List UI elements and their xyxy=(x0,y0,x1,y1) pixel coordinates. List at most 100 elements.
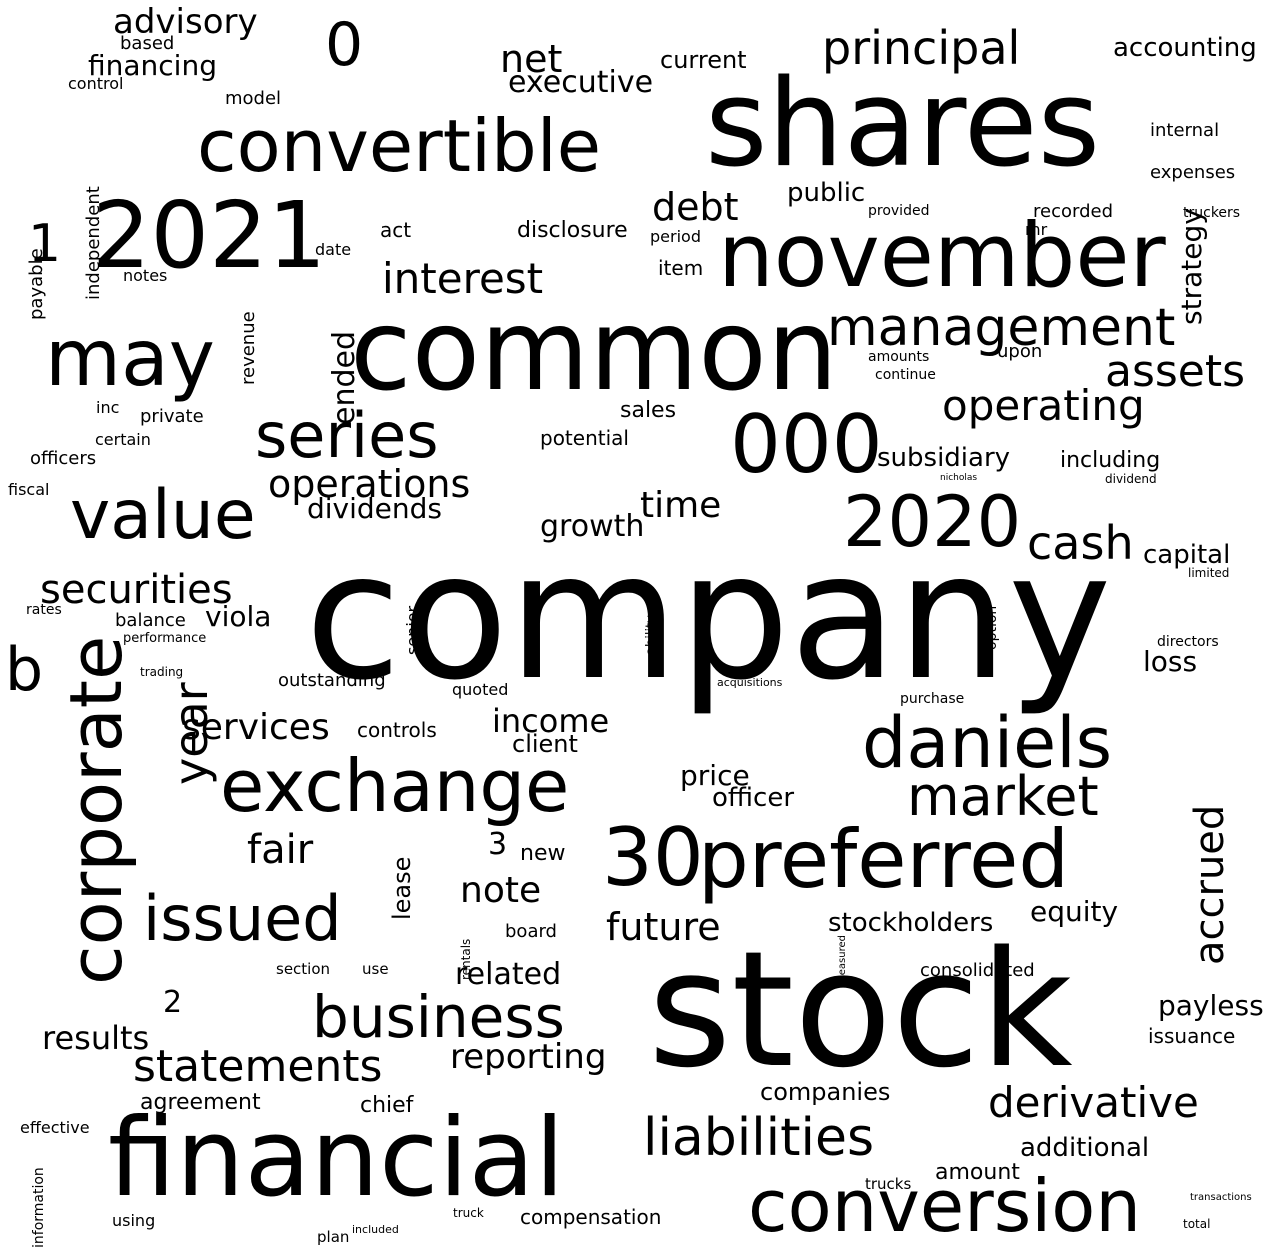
cloud-word: convertible xyxy=(197,104,602,188)
cloud-word: section xyxy=(276,960,331,978)
cloud-word: note xyxy=(460,870,542,911)
cloud-word: ended xyxy=(327,330,362,425)
cloud-word: may xyxy=(45,314,215,404)
cloud-word: nicholas xyxy=(940,473,978,483)
cloud-word: new xyxy=(520,841,566,866)
cloud-word: potential xyxy=(540,426,629,450)
cloud-word: management xyxy=(827,298,1176,358)
cloud-word: quoted xyxy=(452,680,509,699)
cloud-word: transactions xyxy=(1190,1192,1252,1203)
cloud-word: stock xyxy=(648,916,1073,1103)
cloud-word: interest xyxy=(382,254,544,303)
cloud-word: operations xyxy=(268,462,471,506)
cloud-word: equity xyxy=(1030,895,1119,928)
cloud-word: notes xyxy=(123,266,168,285)
cloud-word: balance xyxy=(115,610,186,631)
cloud-word: limited xyxy=(1188,566,1230,580)
cloud-word: securities xyxy=(40,567,233,613)
cloud-word: use xyxy=(362,960,389,978)
cloud-word: market xyxy=(907,765,1099,828)
cloud-word: acquisitions xyxy=(717,676,783,689)
cloud-word: 0 xyxy=(325,10,364,80)
cloud-word: related xyxy=(455,957,562,992)
cloud-word: common xyxy=(350,286,838,416)
cloud-word: disclosure xyxy=(517,218,628,243)
cloud-word: expenses xyxy=(1150,162,1236,183)
cloud-word: financing xyxy=(88,49,217,82)
cloud-word: conversion xyxy=(748,1164,1141,1248)
cloud-word: principal xyxy=(822,21,1021,75)
cloud-word: 30 xyxy=(602,811,704,904)
cloud-word: additional xyxy=(1020,1133,1150,1163)
cloud-word: executive xyxy=(508,65,654,100)
cloud-word: daniels xyxy=(862,702,1113,784)
cloud-word: ability xyxy=(644,615,659,655)
cloud-word: 2021 xyxy=(92,182,327,289)
cloud-word: item xyxy=(658,256,704,280)
cloud-word: series xyxy=(255,399,439,472)
cloud-word: time xyxy=(640,485,722,526)
cloud-word: trucks xyxy=(865,1175,912,1193)
cloud-word: amounts xyxy=(868,349,930,365)
cloud-word: 3 xyxy=(488,827,508,862)
cloud-word: mr xyxy=(1025,220,1048,239)
cloud-word: date xyxy=(315,240,352,259)
cloud-word: fiscal xyxy=(8,480,50,499)
cloud-word: internal xyxy=(1150,120,1220,141)
cloud-word: company xyxy=(305,516,1112,719)
cloud-word: shares xyxy=(705,55,1101,194)
cloud-word: cash xyxy=(1027,516,1134,570)
cloud-word: total xyxy=(1183,1217,1211,1231)
cloud-word: plan xyxy=(317,1228,350,1246)
cloud-word: liabilities xyxy=(643,1108,875,1168)
cloud-word: dividends xyxy=(307,492,443,525)
cloud-word: 2 xyxy=(163,985,183,1020)
cloud-word: assets xyxy=(1105,346,1246,397)
cloud-word: 000 xyxy=(730,398,883,491)
cloud-word: derivative xyxy=(988,1078,1199,1127)
cloud-word: purchase xyxy=(900,691,965,707)
cloud-word: revenue xyxy=(238,311,259,385)
cloud-word: b xyxy=(5,635,44,705)
cloud-word: payless xyxy=(1158,989,1264,1022)
cloud-word: consolidated xyxy=(920,960,1035,981)
cloud-word: compensation xyxy=(520,1205,662,1229)
cloud-word: directors xyxy=(1157,634,1219,650)
cloud-word: income xyxy=(492,702,610,740)
cloud-word: capital xyxy=(1143,540,1231,570)
cloud-word: 2020 xyxy=(843,481,1022,563)
cloud-word: private xyxy=(140,406,204,427)
cloud-word: loss xyxy=(1143,645,1198,678)
cloud-word: future xyxy=(606,905,721,949)
cloud-word: model xyxy=(225,88,282,109)
cloud-word: board xyxy=(505,921,557,942)
cloud-word: chief xyxy=(360,1093,414,1118)
cloud-word: fair xyxy=(247,827,314,873)
cloud-word: debt xyxy=(652,185,739,229)
cloud-word: controls xyxy=(357,718,437,742)
cloud-word: advisory xyxy=(113,2,258,42)
cloud-word: corporate xyxy=(54,635,138,985)
cloud-word: senior xyxy=(403,605,422,655)
cloud-word: subsidiary xyxy=(877,443,1011,473)
cloud-word: included xyxy=(352,1223,399,1236)
cloud-word: independent xyxy=(83,186,104,300)
cloud-word: option xyxy=(984,605,1000,650)
cloud-word: information xyxy=(31,1167,47,1248)
cloud-word: act xyxy=(380,218,412,242)
cloud-word: outstanding xyxy=(278,670,386,691)
cloud-word: based xyxy=(120,33,175,54)
cloud-word: financial xyxy=(108,1096,565,1221)
cloud-word: officers xyxy=(30,448,97,469)
cloud-word: amount xyxy=(935,1160,1020,1185)
cloud-word: public xyxy=(787,178,866,208)
cloud-word: recorded xyxy=(1033,201,1113,222)
cloud-word: 1 xyxy=(28,214,62,274)
cloud-word: accounting xyxy=(1113,33,1257,63)
cloud-word: statements xyxy=(133,1041,383,1092)
cloud-word: issuance xyxy=(1148,1024,1236,1048)
cloud-word: stockholders xyxy=(828,908,994,938)
cloud-word: issued xyxy=(143,882,342,955)
cloud-word: business xyxy=(312,983,565,1051)
